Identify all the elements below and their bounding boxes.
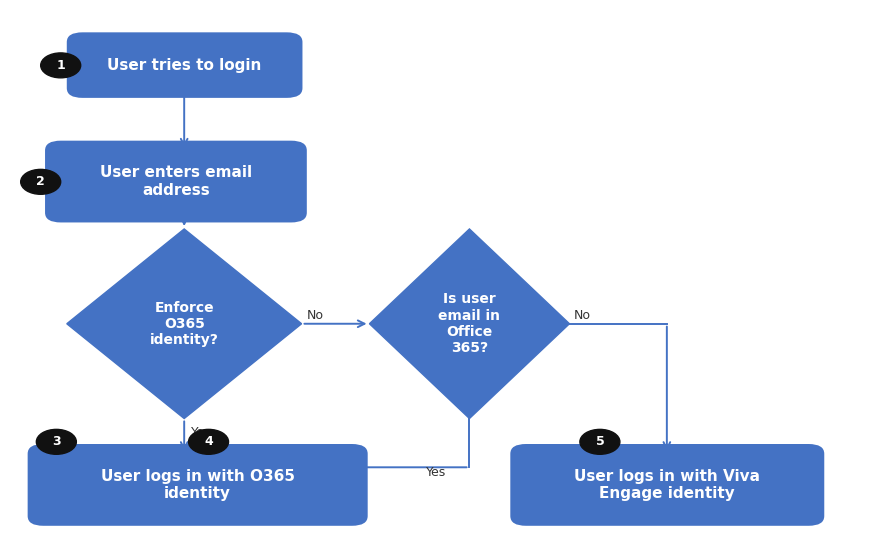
Circle shape	[36, 430, 76, 454]
Text: Yes: Yes	[191, 426, 211, 438]
Text: 2: 2	[36, 175, 45, 188]
Text: Is user
email in
Office
365?: Is user email in Office 365?	[438, 293, 500, 355]
FancyBboxPatch shape	[45, 141, 306, 222]
FancyBboxPatch shape	[67, 32, 302, 98]
Text: 1: 1	[56, 59, 65, 72]
Text: 3: 3	[52, 436, 61, 448]
Circle shape	[189, 430, 228, 454]
Text: No: No	[574, 309, 590, 322]
Text: User tries to login: User tries to login	[107, 58, 261, 73]
Circle shape	[579, 430, 619, 454]
Polygon shape	[67, 229, 301, 419]
Circle shape	[40, 53, 81, 78]
Text: User logs in with O365
identity: User logs in with O365 identity	[101, 469, 295, 501]
Text: 5: 5	[595, 436, 603, 448]
FancyBboxPatch shape	[510, 444, 824, 526]
Text: No: No	[306, 309, 324, 322]
Polygon shape	[369, 229, 569, 419]
Text: Yes: Yes	[425, 466, 446, 479]
Circle shape	[21, 169, 61, 194]
FancyBboxPatch shape	[27, 444, 367, 526]
Text: 4: 4	[204, 436, 212, 448]
Text: User enters email
address: User enters email address	[100, 166, 252, 198]
Text: Enforce
O365
identity?: Enforce O365 identity?	[150, 300, 218, 347]
Text: User logs in with Viva
Engage identity: User logs in with Viva Engage identity	[574, 469, 759, 501]
